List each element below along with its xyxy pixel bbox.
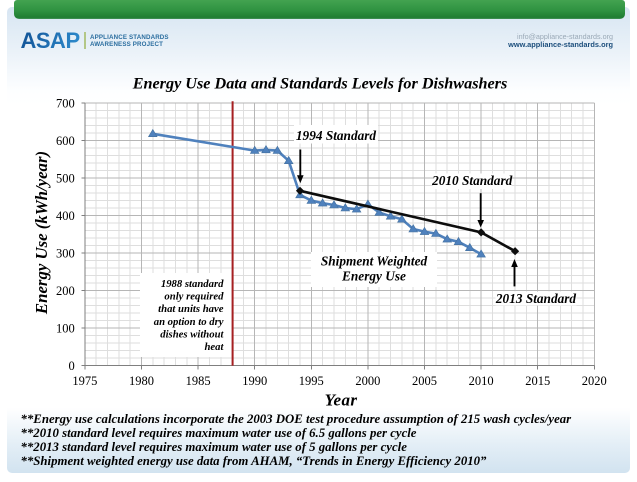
svg-text:heat: heat: [204, 341, 224, 353]
svg-text:1975: 1975: [72, 374, 97, 388]
svg-text:400: 400: [56, 209, 75, 223]
svg-text:1980: 1980: [129, 374, 154, 388]
svg-text:2005: 2005: [412, 374, 437, 388]
svg-text:1994 Standard: 1994 Standard: [296, 128, 377, 143]
svg-text:only required: only required: [164, 291, 224, 303]
svg-text:Year: Year: [325, 391, 358, 410]
svg-text:100: 100: [56, 321, 75, 335]
svg-text:1990: 1990: [242, 374, 267, 388]
svg-text:0: 0: [69, 359, 75, 373]
svg-text:700: 700: [56, 96, 75, 110]
svg-text:2010 Standard: 2010 Standard: [431, 173, 513, 188]
svg-text:2015: 2015: [525, 374, 550, 388]
svg-text:dishes without: dishes without: [160, 328, 224, 340]
svg-text:2013 Standard: 2013 Standard: [495, 291, 577, 306]
svg-text:Shipment Weighted: Shipment Weighted: [321, 254, 428, 269]
svg-text:2020: 2020: [582, 374, 607, 388]
svg-text:1985: 1985: [186, 374, 211, 388]
svg-text:2010: 2010: [469, 374, 494, 388]
svg-text:200: 200: [56, 284, 75, 298]
svg-text:600: 600: [56, 134, 75, 148]
svg-text:300: 300: [56, 246, 75, 260]
svg-text:1988 standard: 1988 standard: [161, 278, 224, 290]
svg-text:1995: 1995: [299, 374, 324, 388]
svg-text:an option to dry: an option to dry: [154, 316, 224, 328]
svg-text:Energy Use Data and Standards: Energy Use Data and Standards Levels for…: [132, 75, 508, 93]
svg-text:2000: 2000: [355, 374, 380, 388]
svg-text:that units have: that units have: [158, 303, 224, 315]
svg-text:Energy Use: Energy Use: [341, 268, 406, 283]
svg-text:500: 500: [56, 171, 75, 185]
svg-text:Energy Use (kWh/year): Energy Use (kWh/year): [32, 151, 51, 315]
